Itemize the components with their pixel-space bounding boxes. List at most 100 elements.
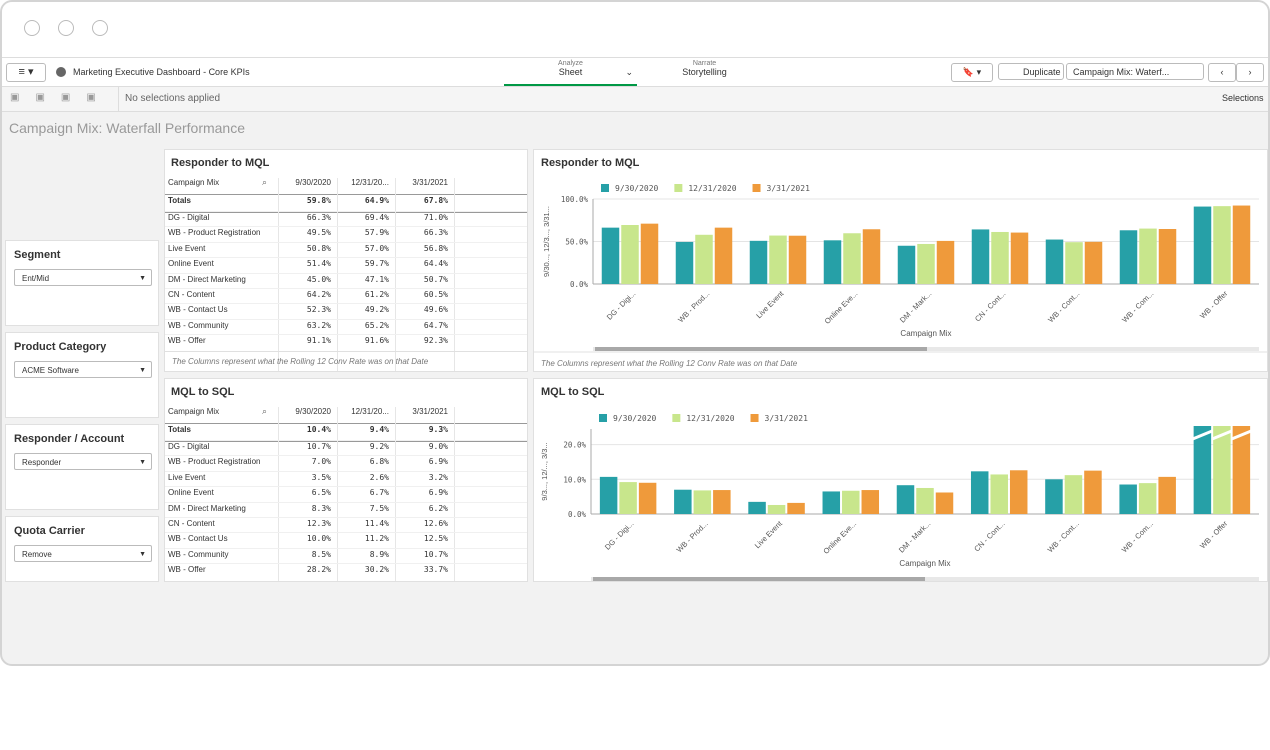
- search-icon[interactable]: ⌕: [262, 177, 268, 187]
- dropdown-arrow: ▼: [139, 459, 146, 466]
- table-cell: 66.3%: [423, 228, 448, 238]
- column-line: [278, 178, 279, 371]
- window-button[interactable]: [24, 20, 40, 36]
- next-button[interactable]: ›: [1236, 63, 1264, 82]
- row-line: [165, 547, 527, 549]
- table-cell: 63.2%: [306, 320, 331, 330]
- sheet-selector[interactable]: Campaign Mix: Waterf...: [1066, 63, 1204, 80]
- header-cell: 3/31/2021: [412, 407, 448, 416]
- table-cell: 61.2%: [364, 290, 389, 299]
- tab[interactable]: Analyze Sheet ⌄: [504, 60, 637, 86]
- row-line: [165, 517, 527, 518]
- filter-dropdown[interactable]: ACME Software ▼: [14, 361, 152, 378]
- bar: [935, 492, 954, 514]
- bar: [991, 231, 1009, 284]
- table-cell: 11.4%: [364, 519, 389, 528]
- x-tick-label: DG - Digi...: [603, 519, 636, 552]
- table-cell: 3.5%: [311, 472, 331, 482]
- row-line: [165, 440, 527, 441]
- table-cell: 57.0%: [364, 243, 389, 253]
- chart-panel: MQL to SQL 0.0% 10.0% 20.0% 9/3..., 12/..., …: [533, 378, 1268, 582]
- bar: [695, 234, 713, 284]
- overflow-mark: [1192, 429, 1213, 441]
- window-button[interactable]: [92, 20, 108, 36]
- table-cell: 30.2%: [364, 565, 389, 575]
- bar: [714, 227, 733, 284]
- row-line: [165, 288, 527, 289]
- chevron: ⌄: [625, 67, 633, 77]
- x-axis-label: Campaign Mix: [899, 559, 950, 568]
- search-icon[interactable]: ⌕: [262, 406, 268, 416]
- table-cell: WB - Community: [168, 320, 229, 330]
- filter-panel: Segment Ent/Mid ▼: [5, 240, 159, 326]
- selections-bar: ▣▣▣▣ No selections applied Selections: [2, 87, 1268, 112]
- bar: [862, 229, 881, 284]
- overflow-mark: [1231, 429, 1252, 441]
- tab-label: Narrate: [692, 60, 717, 67]
- table-cell: Online Event: [168, 259, 214, 269]
- dropdown-arrow: ▼: [139, 367, 146, 374]
- chart: MQL to SQL 0.0% 10.0% 20.0% 9/3..., 12/..., …: [540, 386, 1259, 581]
- x-tick-label: Online Eve...: [821, 519, 858, 556]
- header-cell: 12/31/20...: [351, 178, 389, 187]
- column-line: [337, 407, 338, 581]
- x-tick-label: WB - Offer: [1198, 519, 1230, 551]
- scrollbar-thumb: [595, 347, 927, 351]
- table-cell: 8.9%: [369, 549, 389, 559]
- row-line: [165, 532, 527, 534]
- bar: [675, 241, 694, 284]
- bar: [861, 490, 880, 514]
- row-line: [165, 470, 527, 472]
- filter-dropdown[interactable]: Responder ▼: [14, 453, 152, 470]
- table-cell: 47.1%: [364, 274, 389, 284]
- bar: [1084, 241, 1103, 284]
- bar: [1119, 230, 1138, 284]
- window-button[interactable]: [58, 20, 74, 36]
- filter-dropdown[interactable]: Ent/Mid ▼: [14, 269, 152, 286]
- bar: [748, 501, 766, 514]
- header-line: [165, 194, 527, 195]
- column-line: [454, 407, 455, 581]
- header-cell: 3/31/2021: [412, 178, 448, 187]
- header-cell: 12/31/20...: [351, 407, 389, 416]
- bar: [767, 504, 786, 514]
- bar: [896, 485, 915, 514]
- filter-dropdown[interactable]: Remove ▼: [14, 545, 152, 562]
- y-axis-label: 9/3..., 12/..., 3/3...: [540, 442, 549, 500]
- table-cell: WB - Offer: [168, 336, 206, 346]
- bar: [970, 471, 989, 514]
- filter-label: Responder / Account: [14, 433, 125, 445]
- totals-cell: 67.8%: [423, 196, 448, 205]
- x-axis-label: Campaign Mix: [900, 329, 951, 338]
- table-cell: 49.2%: [364, 305, 389, 315]
- bar: [1213, 206, 1231, 284]
- x-tick-label: DM - Mark...: [897, 519, 933, 555]
- legend-swatch: [750, 414, 759, 422]
- x-tick-label: WB - Prod...: [676, 289, 711, 324]
- table-cell: 11.2%: [364, 534, 389, 544]
- table-cell: 50.8%: [306, 243, 331, 253]
- table-cell: 6.5%: [311, 488, 331, 498]
- menu-button[interactable]: ≡ ▾: [6, 63, 46, 82]
- tab[interactable]: Narrate Storytelling: [642, 60, 767, 84]
- bar: [674, 489, 692, 514]
- duplicate-button[interactable]: Duplicate: [998, 63, 1064, 80]
- selection-tools[interactable]: ▣▣▣▣: [10, 92, 112, 103]
- column-line: [337, 178, 338, 371]
- x-tick-label: WB - Cont...: [1046, 519, 1081, 554]
- table-cell: 3.2%: [428, 472, 448, 482]
- table-cell: 28.2%: [306, 565, 331, 575]
- filter-label: Quota Carrier: [14, 525, 85, 537]
- toolbar: ≡ ▾ Marketing Executive Dashboard - Core…: [2, 58, 1268, 87]
- title-bar: [2, 2, 1268, 58]
- header-line: [165, 423, 527, 424]
- dropdown-arrow: ▼: [139, 275, 146, 282]
- table-cell: 9.2%: [369, 442, 389, 451]
- bookmark-button[interactable]: 🔖 ▾: [951, 63, 993, 82]
- totals-cell: Totals: [168, 196, 191, 205]
- y-axis-label: 9/30..., 12/3..., 3/31...: [542, 206, 551, 277]
- y-tick-label: 10.0%: [563, 475, 586, 484]
- selections-button[interactable]: Selections: [1222, 93, 1264, 103]
- row-line: [165, 455, 527, 457]
- prev-button[interactable]: ‹: [1208, 63, 1236, 82]
